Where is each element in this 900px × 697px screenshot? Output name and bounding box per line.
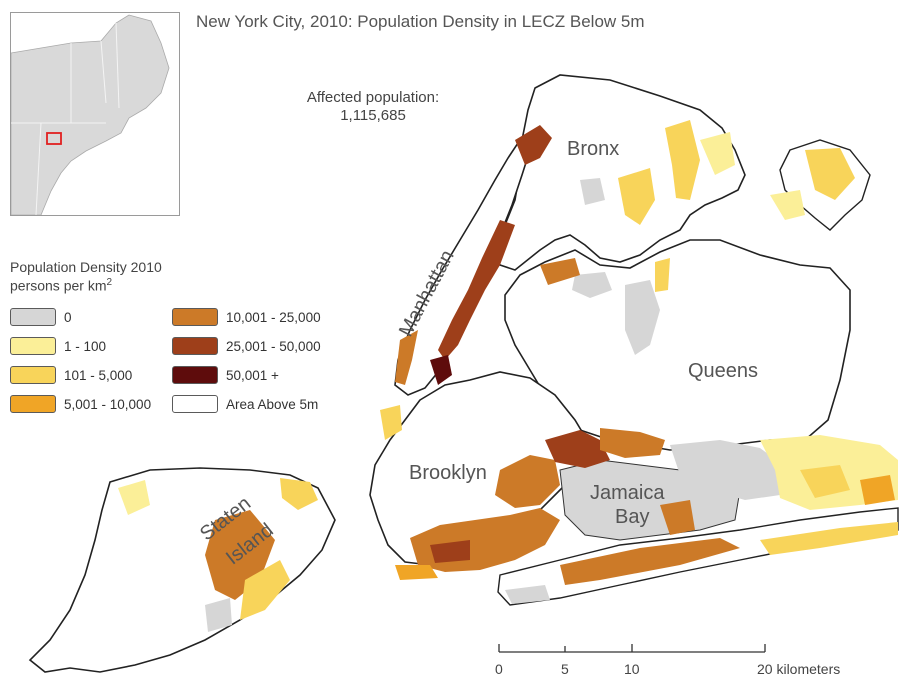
manhattan-density bbox=[395, 330, 418, 385]
label-bronx: Bronx bbox=[567, 138, 620, 160]
staten-island-landmass bbox=[28, 467, 336, 673]
legend-swatch bbox=[10, 308, 56, 326]
legend-label: 1 - 100 bbox=[64, 338, 107, 354]
laguardia-zone bbox=[572, 272, 612, 298]
legend-label: 50,001 + bbox=[226, 367, 279, 383]
staten-density bbox=[205, 598, 232, 632]
manhattan-density bbox=[430, 355, 452, 385]
legend-swatch bbox=[172, 337, 218, 355]
queens-density bbox=[540, 258, 580, 285]
legend-item-3: 5,001 - 10,000 bbox=[10, 393, 151, 415]
legend-item-4: 10,001 - 25,000 bbox=[172, 306, 321, 328]
label-jamaica-1: Jamaica bbox=[590, 482, 665, 504]
manhattan-density bbox=[438, 220, 515, 360]
legend-swatch bbox=[172, 366, 218, 384]
bronx-density bbox=[580, 178, 605, 205]
scale-tick-20: 20 kilometers bbox=[757, 661, 841, 677]
rockaway-density bbox=[505, 585, 550, 604]
affected-population-label: Affected population: bbox=[306, 89, 440, 106]
legend-item-7: Area Above 5m bbox=[172, 393, 318, 415]
legend-label: 101 - 5,000 bbox=[64, 367, 133, 383]
manhattan-landmass bbox=[394, 138, 531, 396]
legend-title-line1: Population Density 2010 bbox=[10, 259, 162, 275]
legend-swatch bbox=[172, 395, 218, 413]
label-queens: Queens bbox=[688, 360, 759, 382]
rockaway-density bbox=[760, 522, 898, 555]
scale-tick-5: 5 bbox=[561, 661, 569, 677]
legend-label: 5,001 - 10,000 bbox=[64, 396, 152, 412]
brooklyn-density bbox=[495, 455, 560, 508]
bronx-density bbox=[700, 132, 735, 175]
nyc-location-marker bbox=[46, 132, 62, 145]
legend-label: 0 bbox=[64, 309, 72, 325]
legend-item-0: 0 bbox=[10, 306, 72, 328]
brooklyn-density bbox=[430, 540, 470, 563]
brooklyn-density bbox=[380, 405, 402, 440]
legend-title-line2: persons per km2 bbox=[10, 275, 162, 294]
legend-label: Area Above 5m bbox=[226, 396, 319, 412]
legend-swatch bbox=[10, 337, 56, 355]
staten-density bbox=[280, 478, 318, 510]
bronx-density bbox=[618, 168, 655, 225]
legend-label: 10,001 - 25,000 bbox=[226, 309, 321, 325]
label-jamaica-2: Bay bbox=[615, 506, 650, 528]
jamaica-density bbox=[660, 500, 695, 535]
flushing-zone bbox=[625, 280, 660, 355]
locator-inset-map bbox=[10, 12, 180, 216]
label-brooklyn: Brooklyn bbox=[409, 462, 487, 484]
state-borders bbox=[11, 22, 120, 216]
legend-swatch bbox=[10, 395, 56, 413]
queens-density bbox=[655, 258, 670, 292]
brooklyn-density bbox=[600, 428, 665, 458]
brooklyn-density bbox=[545, 430, 610, 468]
map-title: New York City, 2010: Population Density … bbox=[196, 12, 645, 31]
staten-density bbox=[118, 480, 150, 515]
affected-population-value: 1,115,685 bbox=[340, 107, 406, 124]
legend-item-1: 1 - 100 bbox=[10, 335, 106, 357]
east-density bbox=[805, 148, 855, 200]
staten-density bbox=[240, 560, 290, 620]
bronx-density bbox=[665, 120, 700, 200]
legend-swatch bbox=[172, 308, 218, 326]
northeast-us-locator bbox=[10, 14, 170, 216]
rockaway-density bbox=[560, 538, 740, 585]
legend-title: Population Density 2010 persons per km2 bbox=[10, 259, 162, 294]
bronx-density bbox=[515, 125, 552, 165]
scale-bar bbox=[498, 644, 766, 653]
legend-item-5: 25,001 - 50,000 bbox=[172, 335, 321, 357]
legend-item-6: 50,001 + bbox=[172, 364, 279, 386]
brooklyn-density bbox=[395, 565, 438, 580]
scale-tick-0: 0 bbox=[495, 661, 503, 677]
se-queens-density bbox=[800, 465, 850, 498]
affected-population: Affected population: 1,115,685 bbox=[268, 89, 478, 125]
legend-label: 25,001 - 50,000 bbox=[226, 338, 321, 354]
legend-unit-exponent: 2 bbox=[106, 277, 113, 288]
legend-item-2: 101 - 5,000 bbox=[10, 364, 132, 386]
scale-tick-10: 10 bbox=[624, 661, 640, 677]
legend-swatch bbox=[10, 366, 56, 384]
northeast-states-shape bbox=[10, 14, 170, 216]
se-queens-density bbox=[860, 475, 895, 505]
east-density bbox=[770, 190, 805, 220]
legend-unit: persons per km bbox=[10, 277, 107, 294]
jfk-zone bbox=[670, 440, 790, 500]
